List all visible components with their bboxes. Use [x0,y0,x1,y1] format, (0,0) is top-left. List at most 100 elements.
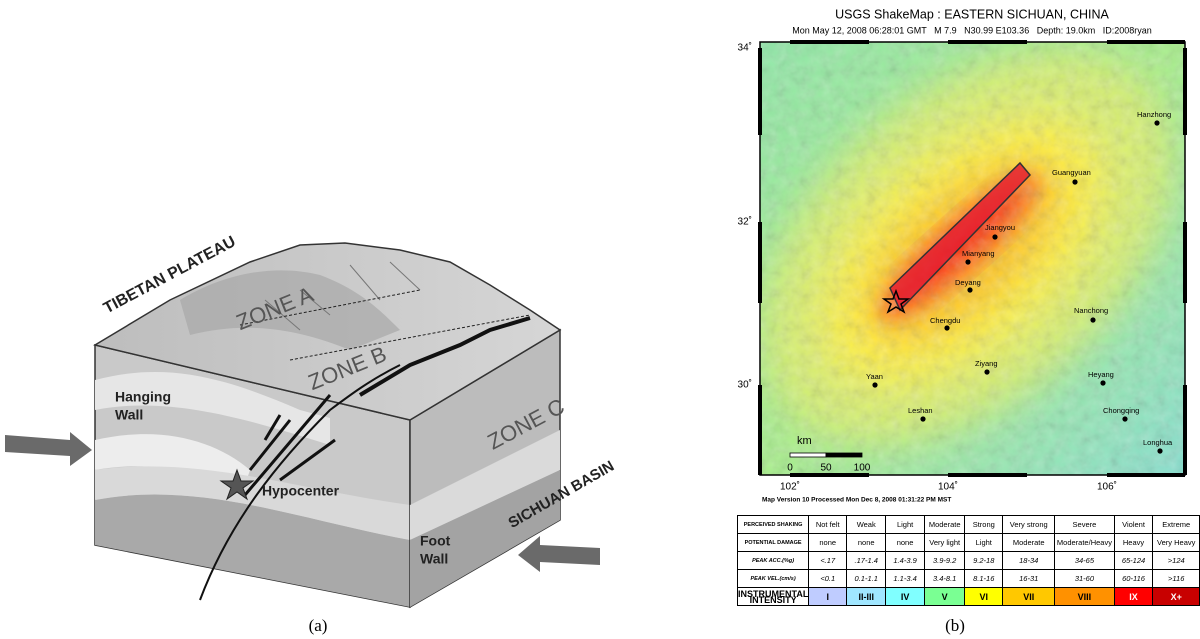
table-cell: IV [886,588,925,606]
table-cell: V [925,588,965,606]
caption: (a) [309,616,328,635]
table-cell: 1.1-3.4 [886,570,925,588]
lon-label: 102˚ [780,481,800,493]
scale-segment [826,453,862,457]
table-cell: VII [1003,588,1055,606]
table-cell: <0.1 [809,570,847,588]
city-label: Yaan [866,372,883,381]
city-label: Heyang [1088,370,1114,379]
scale-label: 100 [854,463,871,474]
table-cell: Violent [1114,516,1153,534]
map-title: USGS ShakeMap : EASTERN SICHUAN, CHINA [835,7,1109,21]
table-cell: 31-60 [1055,570,1114,588]
caption: (b) [945,616,965,635]
table-cell: 0.1-1.1 [847,570,886,588]
city-dot [992,234,997,239]
city-dot [872,382,877,387]
table-cell: Very Heavy [1153,534,1200,552]
city-dot [1090,317,1095,322]
lat-label: 32˚ [738,216,752,228]
table-cell: 3.4-8.1 [925,570,965,588]
row-header: INSTRUMENTAL INTENSITY [738,588,809,606]
table-cell: Strong [965,516,1003,534]
table-cell: I [809,588,847,606]
city-dot [967,287,972,292]
row-header: PEAK VEL.(cm/s) [738,570,809,588]
table-cell: Extreme [1153,516,1200,534]
table-cell: 1.4-3.9 [886,552,925,570]
compression-arrow [518,536,600,572]
city-dot [1072,179,1077,184]
table-cell: >124 [1153,552,1200,570]
city-label: Longhua [1143,438,1173,447]
city-dot [984,369,989,374]
city-label: Deyang [955,278,981,287]
city-label: Chongqing [1103,406,1139,415]
lat-label: 30˚ [738,379,752,391]
table-cell: <.17 [809,552,847,570]
compression-arrow [5,432,92,466]
scale-unit: km [797,435,812,447]
city-dot [1122,416,1127,421]
city-label: Guangyuan [1052,168,1091,177]
table-cell: 8.1-16 [965,570,1003,588]
table-cell: Light [965,534,1003,552]
hanging-wall-label: Hanging [115,389,171,405]
table-cell: >116 [1153,570,1200,588]
city-dot [1157,448,1162,453]
table-cell: 34-65 [1055,552,1114,570]
table-cell: Heavy [1114,534,1153,552]
city-label: Jiangyou [985,223,1015,232]
table-cell: Severe [1055,516,1114,534]
table-cell: II-III [847,588,886,606]
table-cell: Moderate [925,516,965,534]
hanging-wall-label: Wall [115,407,143,423]
shake-map [688,0,1200,519]
foot-wall-label: Foot [420,533,451,549]
city-dot [944,325,949,330]
table-cell: none [809,534,847,552]
table-cell: VI [965,588,1003,606]
city-dot [1100,380,1105,385]
city-dot [920,416,925,421]
city-label: Hanzhong [1137,110,1171,119]
city-label: Leshan [908,406,933,415]
scale-label: 50 [820,463,832,474]
city-dot [965,259,970,264]
table-cell: IX [1114,588,1153,606]
table-cell: 3.9-9.2 [925,552,965,570]
table-cell: Weak [847,516,886,534]
row-header: PEAK ACC.(%g) [738,552,809,570]
map-subtitle: Mon May 12, 2008 06:28:01 GMT M 7.9 N30.… [792,25,1152,35]
table-cell: Moderate [1003,534,1055,552]
city-dot [1154,120,1159,125]
table-cell: none [886,534,925,552]
table-cell: 60-116 [1114,570,1153,588]
city-label: Mianyang [962,249,995,258]
table-cell: 16-31 [1003,570,1055,588]
row-header: POTENTIAL DAMAGE [738,534,809,552]
table-cell: Not felt [809,516,847,534]
table-cell: Very light [925,534,965,552]
lon-label: 106˚ [1097,481,1117,493]
table-cell: 9.2-18 [965,552,1003,570]
lat-label: 34˚ [738,42,752,54]
scale-segment [790,453,826,457]
city-label: Nanchong [1074,306,1108,315]
map-footer: Map Version 10 Processed Mon Dec 8, 2008… [762,497,951,504]
lon-label: 104˚ [938,481,958,493]
table-cell: X+ [1153,588,1200,606]
table-cell: none [847,534,886,552]
table-cell: 65-124 [1114,552,1153,570]
table-row: PERCEIVED SHAKINGNot feltWeakLightModera… [738,516,1200,534]
city-label: Chengdu [930,316,960,325]
table-cell: Very strong [1003,516,1055,534]
scale-label: 0 [787,463,793,474]
table-cell: Moderate/Heavy [1055,534,1114,552]
city-label: Ziyang [975,359,998,368]
